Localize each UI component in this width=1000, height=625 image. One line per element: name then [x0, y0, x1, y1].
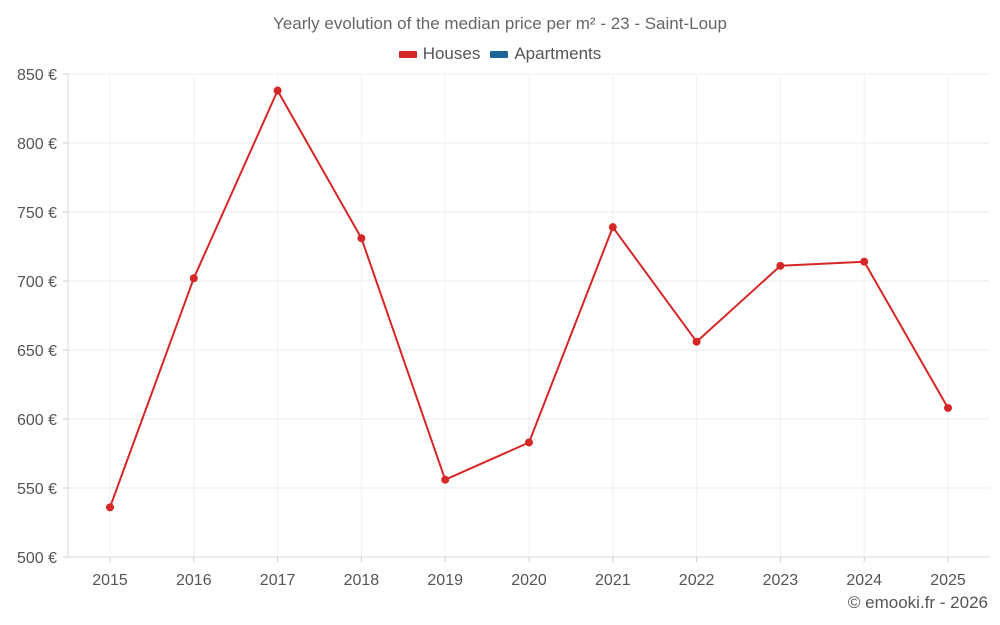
grid-lines — [68, 73, 990, 558]
data-point-houses-2017[interactable] — [273, 86, 282, 95]
axes — [63, 73, 990, 562]
x-tick-label: 2018 — [344, 572, 380, 589]
x-tick-label: 2020 — [511, 572, 547, 589]
x-tick-label: 2025 — [930, 572, 966, 589]
x-axis-labels: 2015 2016 2017 2018 2019 2020 2021 2022 2023 2024… — [92, 572, 966, 589]
y-tick-label: 750 € — [17, 205, 57, 222]
y-axis-labels: 500 € 550 € 600 € 650 € 700 € 750 € 800 € 850 € — [17, 67, 57, 567]
data-point-houses-2022[interactable] — [692, 337, 701, 346]
x-tick-label: 2019 — [427, 572, 463, 589]
data-point-houses-2016[interactable] — [189, 274, 198, 283]
y-tick-label: 550 € — [17, 481, 57, 498]
x-tick-label: 2021 — [595, 572, 631, 589]
x-tick-label: 2017 — [260, 572, 296, 589]
chart-title: Yearly evolution of the median price per… — [273, 14, 727, 33]
data-point-houses-2015[interactable] — [106, 503, 114, 512]
y-tick-label: 600 € — [17, 412, 57, 429]
data-point-houses-2020[interactable] — [525, 438, 533, 447]
data-point-houses-2018[interactable] — [357, 234, 366, 243]
y-tick-label: 850 € — [17, 67, 57, 84]
y-tick-label: 500 € — [17, 550, 57, 567]
legend-label-houses: Houses — [422, 44, 481, 63]
legend-item-apartments[interactable]: Apartments — [490, 44, 601, 64]
legend: Houses Apartments — [0, 44, 1000, 64]
legend-item-houses[interactable]: Houses — [398, 44, 481, 64]
legend-swatch-houses — [398, 50, 417, 58]
x-tick-label: 2024 — [846, 572, 882, 589]
data-point-houses-2024[interactable] — [860, 257, 869, 266]
x-tick-label: 2023 — [763, 572, 799, 589]
x-tick-label: 2022 — [679, 572, 715, 589]
data-point-houses-2025[interactable] — [944, 403, 952, 412]
series-layer — [106, 86, 952, 512]
x-tick-label: 2016 — [176, 572, 212, 589]
credit-text: © emooki.fr - 2026 — [847, 593, 988, 612]
data-point-houses-2019[interactable] — [441, 475, 450, 484]
y-tick-label: 700 € — [17, 274, 57, 291]
data-point-houses-2021[interactable] — [608, 223, 617, 232]
data-point-houses-2023[interactable] — [776, 261, 785, 270]
y-tick-label: 650 € — [17, 343, 57, 360]
legend-label-apartments: Apartments — [514, 44, 602, 63]
legend-swatch-apartments — [490, 50, 509, 58]
y-tick-label: 800 € — [17, 136, 57, 153]
x-tick-label: 2015 — [92, 572, 128, 589]
